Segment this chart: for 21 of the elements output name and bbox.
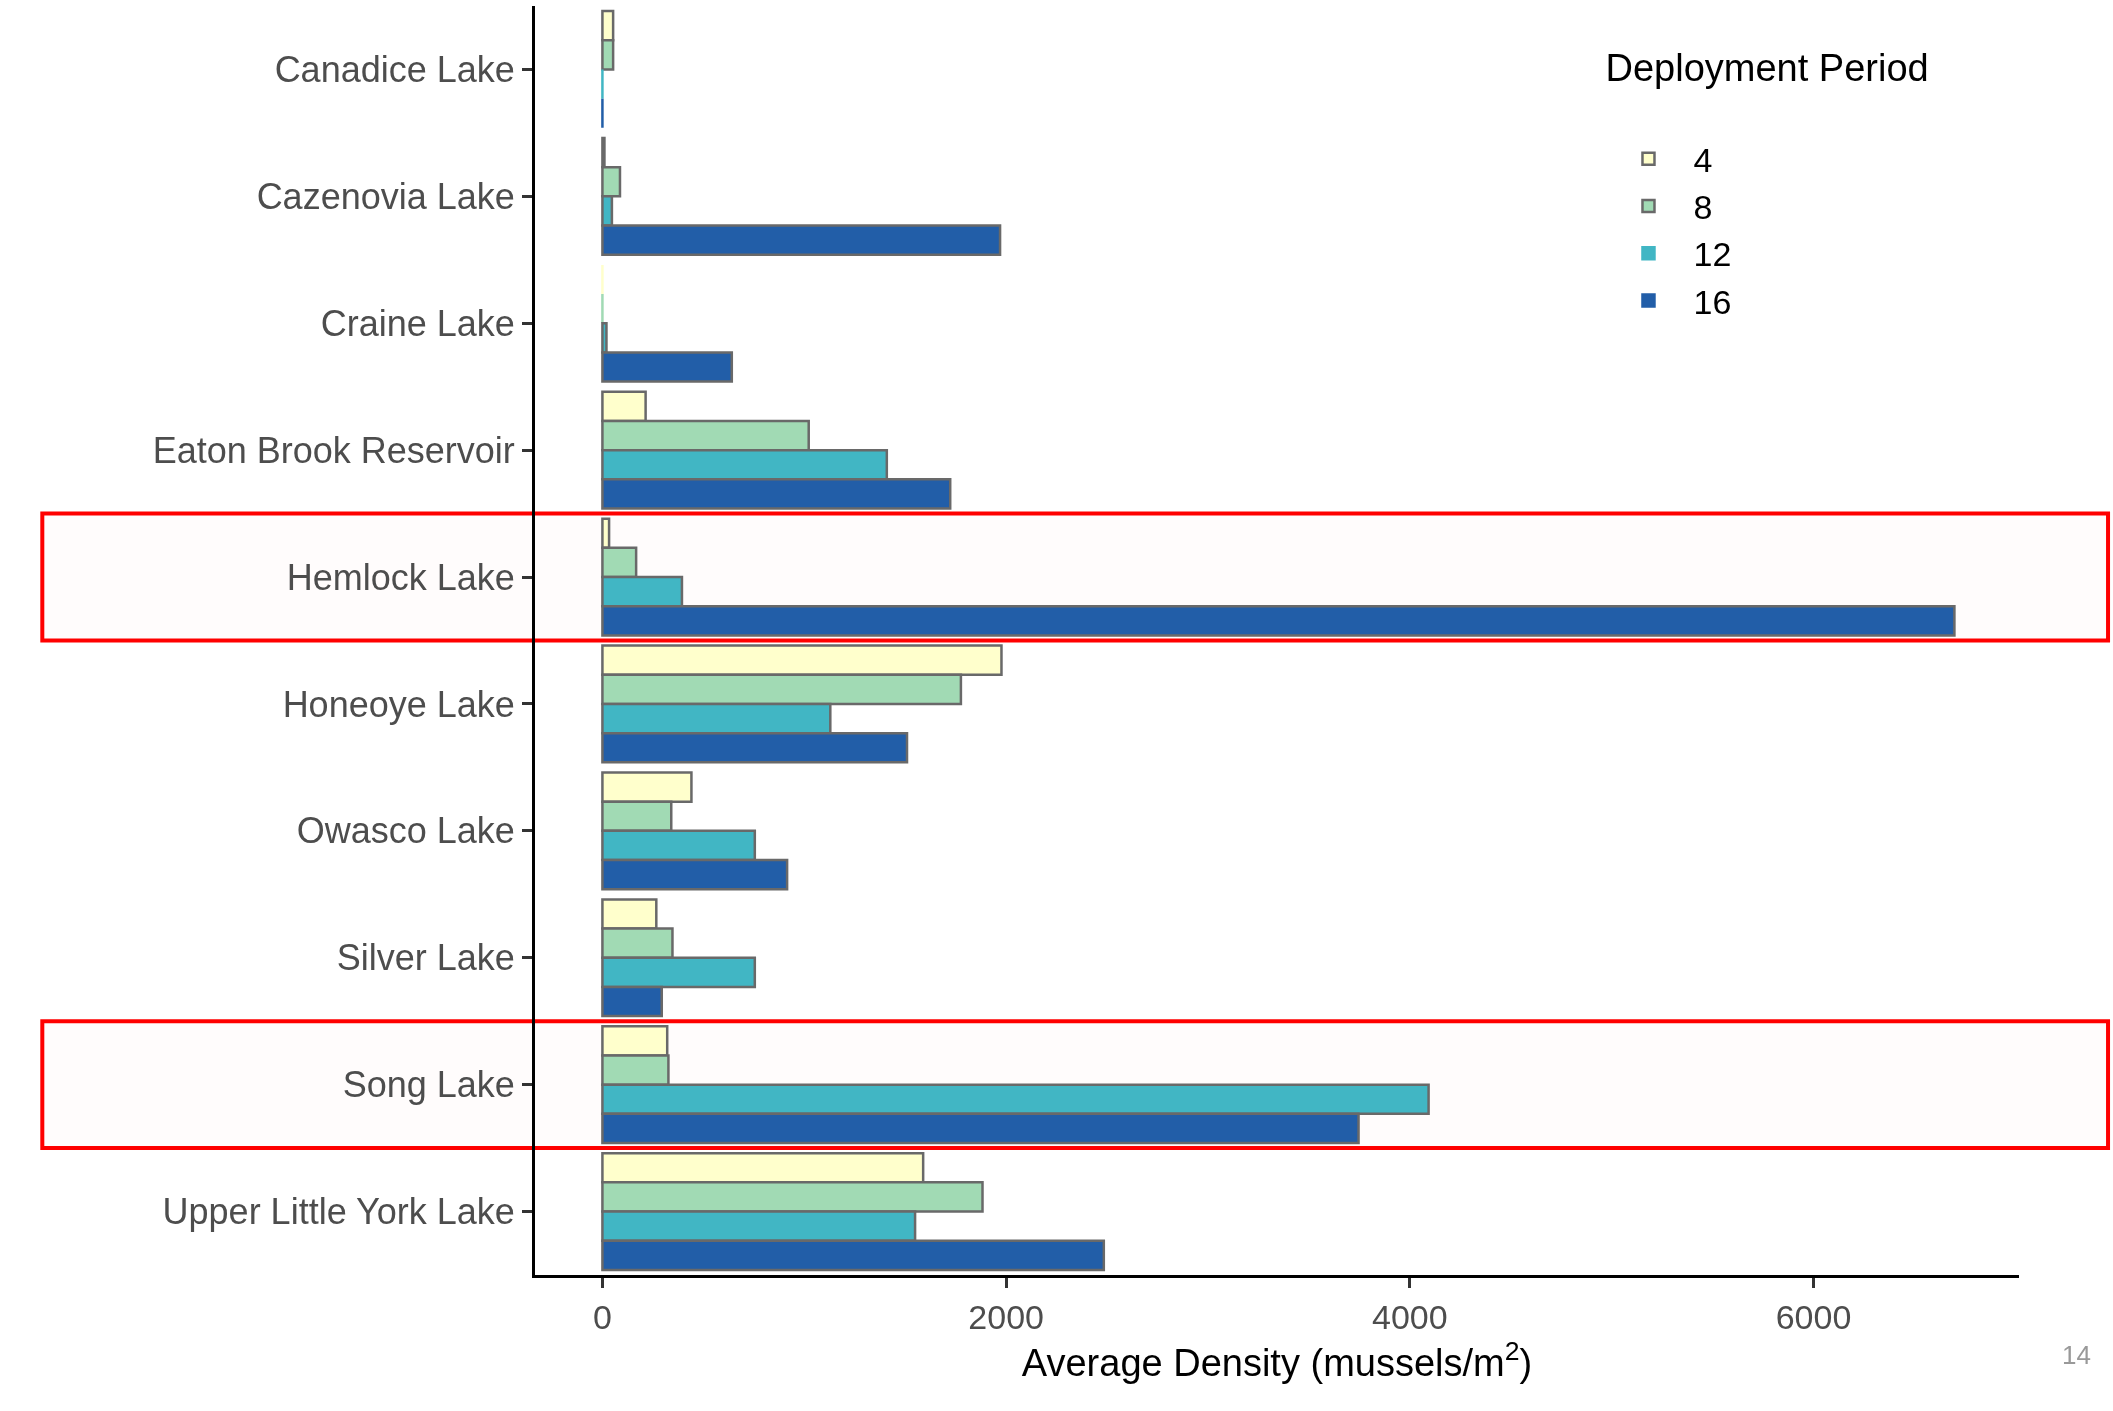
x-axis-title: Average Density (mussels/m$^{2}$) — [1021, 1335, 1533, 1384]
y-tick-label: Upper Little York Lake — [162, 1191, 515, 1233]
x-tick-label: 2000 — [968, 1297, 1044, 1336]
legend-label: 4 — [1693, 141, 1713, 180]
y-tick-label: Cazenovia Lake — [256, 175, 515, 217]
y-tick-label: Hemlock Lake — [286, 556, 515, 598]
legend-label: 8 — [1693, 188, 1713, 227]
x-tick-label: 6000 — [1775, 1297, 1852, 1336]
legend-title: Deployment Period — [1605, 46, 1929, 89]
x-tick-label: 0 — [592, 1297, 612, 1336]
y-tick-label: Owasco Lake — [296, 810, 515, 852]
text: 14 — [2062, 1340, 2091, 1370]
x-tick-label: 4000 — [1372, 1297, 1448, 1336]
y-tick-label: Honeoye Lake — [282, 683, 515, 725]
y-tick-label: Canadice Lake — [274, 49, 515, 91]
y-tick-label: Eaton Brook Reservoir — [152, 429, 515, 471]
legend-label: 12 — [1693, 235, 1732, 274]
y-tick-label: Craine Lake — [320, 302, 515, 344]
legend-label: 16 — [1693, 282, 1732, 321]
y-tick-label: Song Lake — [342, 1064, 515, 1106]
y-tick-label: Silver Lake — [336, 937, 515, 979]
